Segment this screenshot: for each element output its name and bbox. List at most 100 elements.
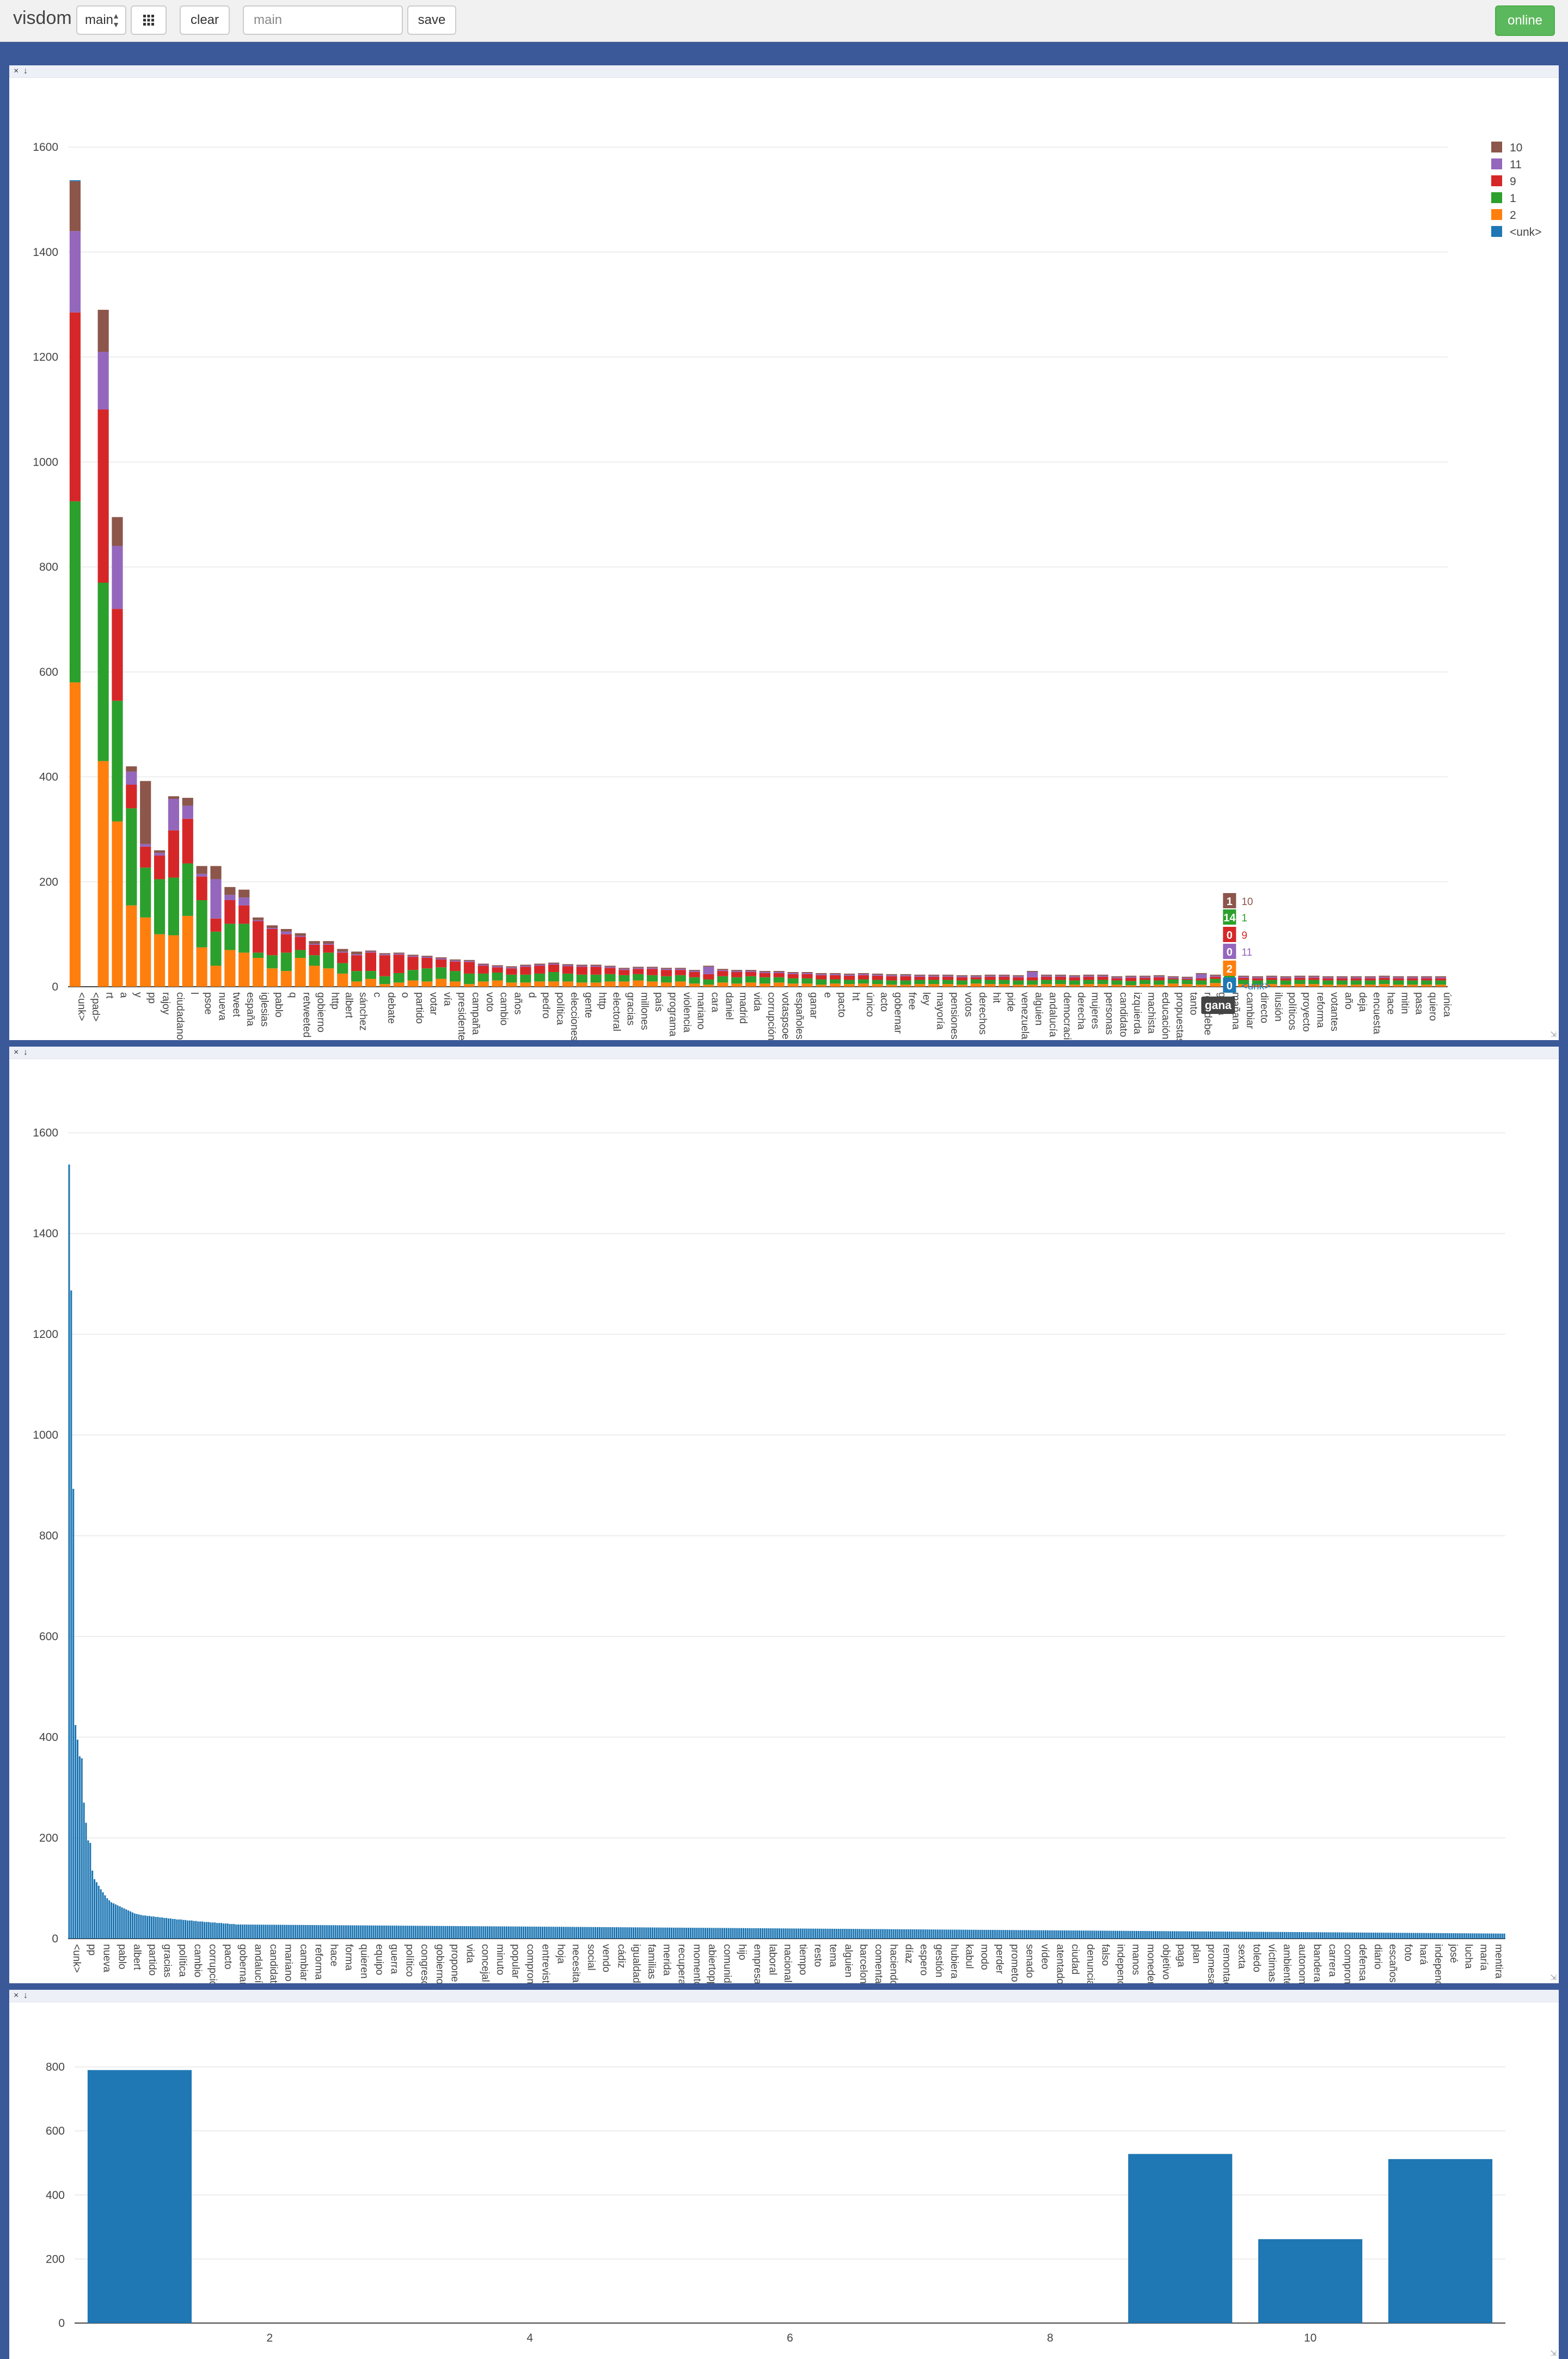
bar-segment	[1210, 976, 1221, 979]
bar	[241, 1924, 243, 1939]
bar-segment	[407, 980, 419, 987]
x-tick-label: hace	[1385, 992, 1396, 1015]
bar	[159, 1917, 161, 1939]
environment-select-value: main	[85, 13, 114, 27]
y-tick-label: 200	[46, 2253, 65, 2265]
bar	[1463, 1933, 1465, 1939]
bar	[279, 1924, 281, 1939]
bar-segment	[872, 973, 883, 975]
close-icon[interactable]: ×	[14, 66, 19, 76]
view-grid-button[interactable]	[131, 5, 167, 35]
bar-segment	[1027, 977, 1038, 981]
bar	[1165, 1931, 1167, 1939]
bar-segment	[1069, 985, 1080, 987]
bar-segment	[210, 931, 222, 966]
resize-icon[interactable]: ⇲	[1550, 2349, 1557, 2357]
bar	[977, 1929, 979, 1939]
bar	[945, 1929, 947, 1939]
bar-segment	[1379, 977, 1390, 980]
bar-segment	[1308, 976, 1320, 978]
download-icon[interactable]: ↓	[23, 66, 28, 76]
clear-button[interactable]: clear	[180, 5, 230, 35]
environment-select[interactable]: main ▲ ▼	[76, 5, 126, 35]
bar	[804, 1928, 806, 1939]
x-tick-label: mayoría	[934, 992, 946, 1030]
download-icon[interactable]: ↓	[23, 1048, 28, 1057]
bar	[930, 1929, 933, 1939]
y-tick-label: 1000	[33, 1429, 58, 1441]
bar-segment	[548, 963, 560, 965]
bar-segment	[520, 967, 531, 975]
bar	[672, 1927, 675, 1939]
save-button[interactable]: save	[407, 5, 456, 35]
bar-segment	[830, 973, 841, 974]
close-icon[interactable]: ×	[14, 1048, 19, 1057]
bar-segment	[1083, 974, 1094, 976]
bar-segment	[337, 973, 348, 987]
legend-entry: 2	[1510, 209, 1516, 222]
bar-segment	[1111, 985, 1123, 987]
bar-segment	[407, 956, 419, 957]
download-icon[interactable]: ↓	[23, 1991, 28, 2000]
online-status-button[interactable]: online	[1495, 5, 1555, 36]
bar-segment	[463, 962, 475, 974]
bar	[964, 1929, 966, 1939]
x-tick-label: cara	[709, 992, 721, 1012]
bar-segment	[886, 976, 897, 981]
bar	[605, 1927, 607, 1939]
bar	[1040, 1930, 1043, 1939]
bar	[465, 1926, 468, 1939]
bar	[1476, 1933, 1478, 1939]
bar-segment	[421, 981, 433, 987]
bar	[950, 1929, 952, 1939]
x-tick-label: empresas	[752, 1944, 763, 1983]
resize-icon[interactable]: ⇲	[1550, 1030, 1557, 1038]
bar-segment	[1181, 979, 1193, 980]
bar-segment	[759, 977, 771, 984]
environment-input[interactable]: main	[243, 5, 403, 35]
bar-segment	[182, 805, 193, 819]
bar-segment	[280, 934, 292, 953]
hover-series-name: 9	[1241, 930, 1247, 942]
bar	[816, 1928, 818, 1939]
bar-segment	[703, 967, 714, 974]
bar	[1235, 1932, 1237, 1939]
bar	[324, 1925, 326, 1939]
x-tick-label: a	[118, 992, 130, 998]
bar	[1226, 1932, 1229, 1939]
bar-segment	[534, 964, 546, 966]
bar-segment	[112, 609, 123, 701]
bar-segment	[168, 935, 180, 987]
y-tick-label: 1200	[33, 351, 58, 364]
bar	[721, 1928, 724, 1939]
bar	[1260, 1932, 1263, 1939]
resize-icon[interactable]: ⇲	[1550, 1973, 1557, 1982]
bar	[214, 1922, 216, 1939]
bar	[653, 1927, 656, 1939]
bar-segment	[801, 973, 813, 974]
bar	[920, 1929, 922, 1939]
bar	[670, 1927, 672, 1939]
bar	[878, 1929, 880, 1939]
legend-swatch	[1491, 175, 1502, 186]
bar-segment	[407, 957, 419, 970]
bar	[1209, 1931, 1211, 1939]
x-tick-label: tanto	[1188, 992, 1199, 1015]
bar	[941, 1929, 943, 1939]
close-icon[interactable]: ×	[14, 1991, 19, 2000]
bar	[603, 1927, 605, 1939]
bar-segment	[1350, 977, 1362, 979]
bar	[1150, 1931, 1153, 1939]
x-tick-label: albert	[131, 1944, 143, 1970]
bar	[224, 1923, 226, 1939]
bar	[288, 1924, 290, 1939]
bar	[598, 1927, 601, 1939]
y-tick-label: 1000	[33, 456, 58, 468]
bar-segment	[69, 682, 81, 987]
bar	[812, 1928, 814, 1939]
legend-swatch	[1491, 142, 1502, 152]
x-tick-label: hace	[328, 1944, 339, 1966]
bar	[1362, 1932, 1364, 1939]
bar-segment	[112, 700, 123, 822]
bar	[1459, 1933, 1461, 1939]
